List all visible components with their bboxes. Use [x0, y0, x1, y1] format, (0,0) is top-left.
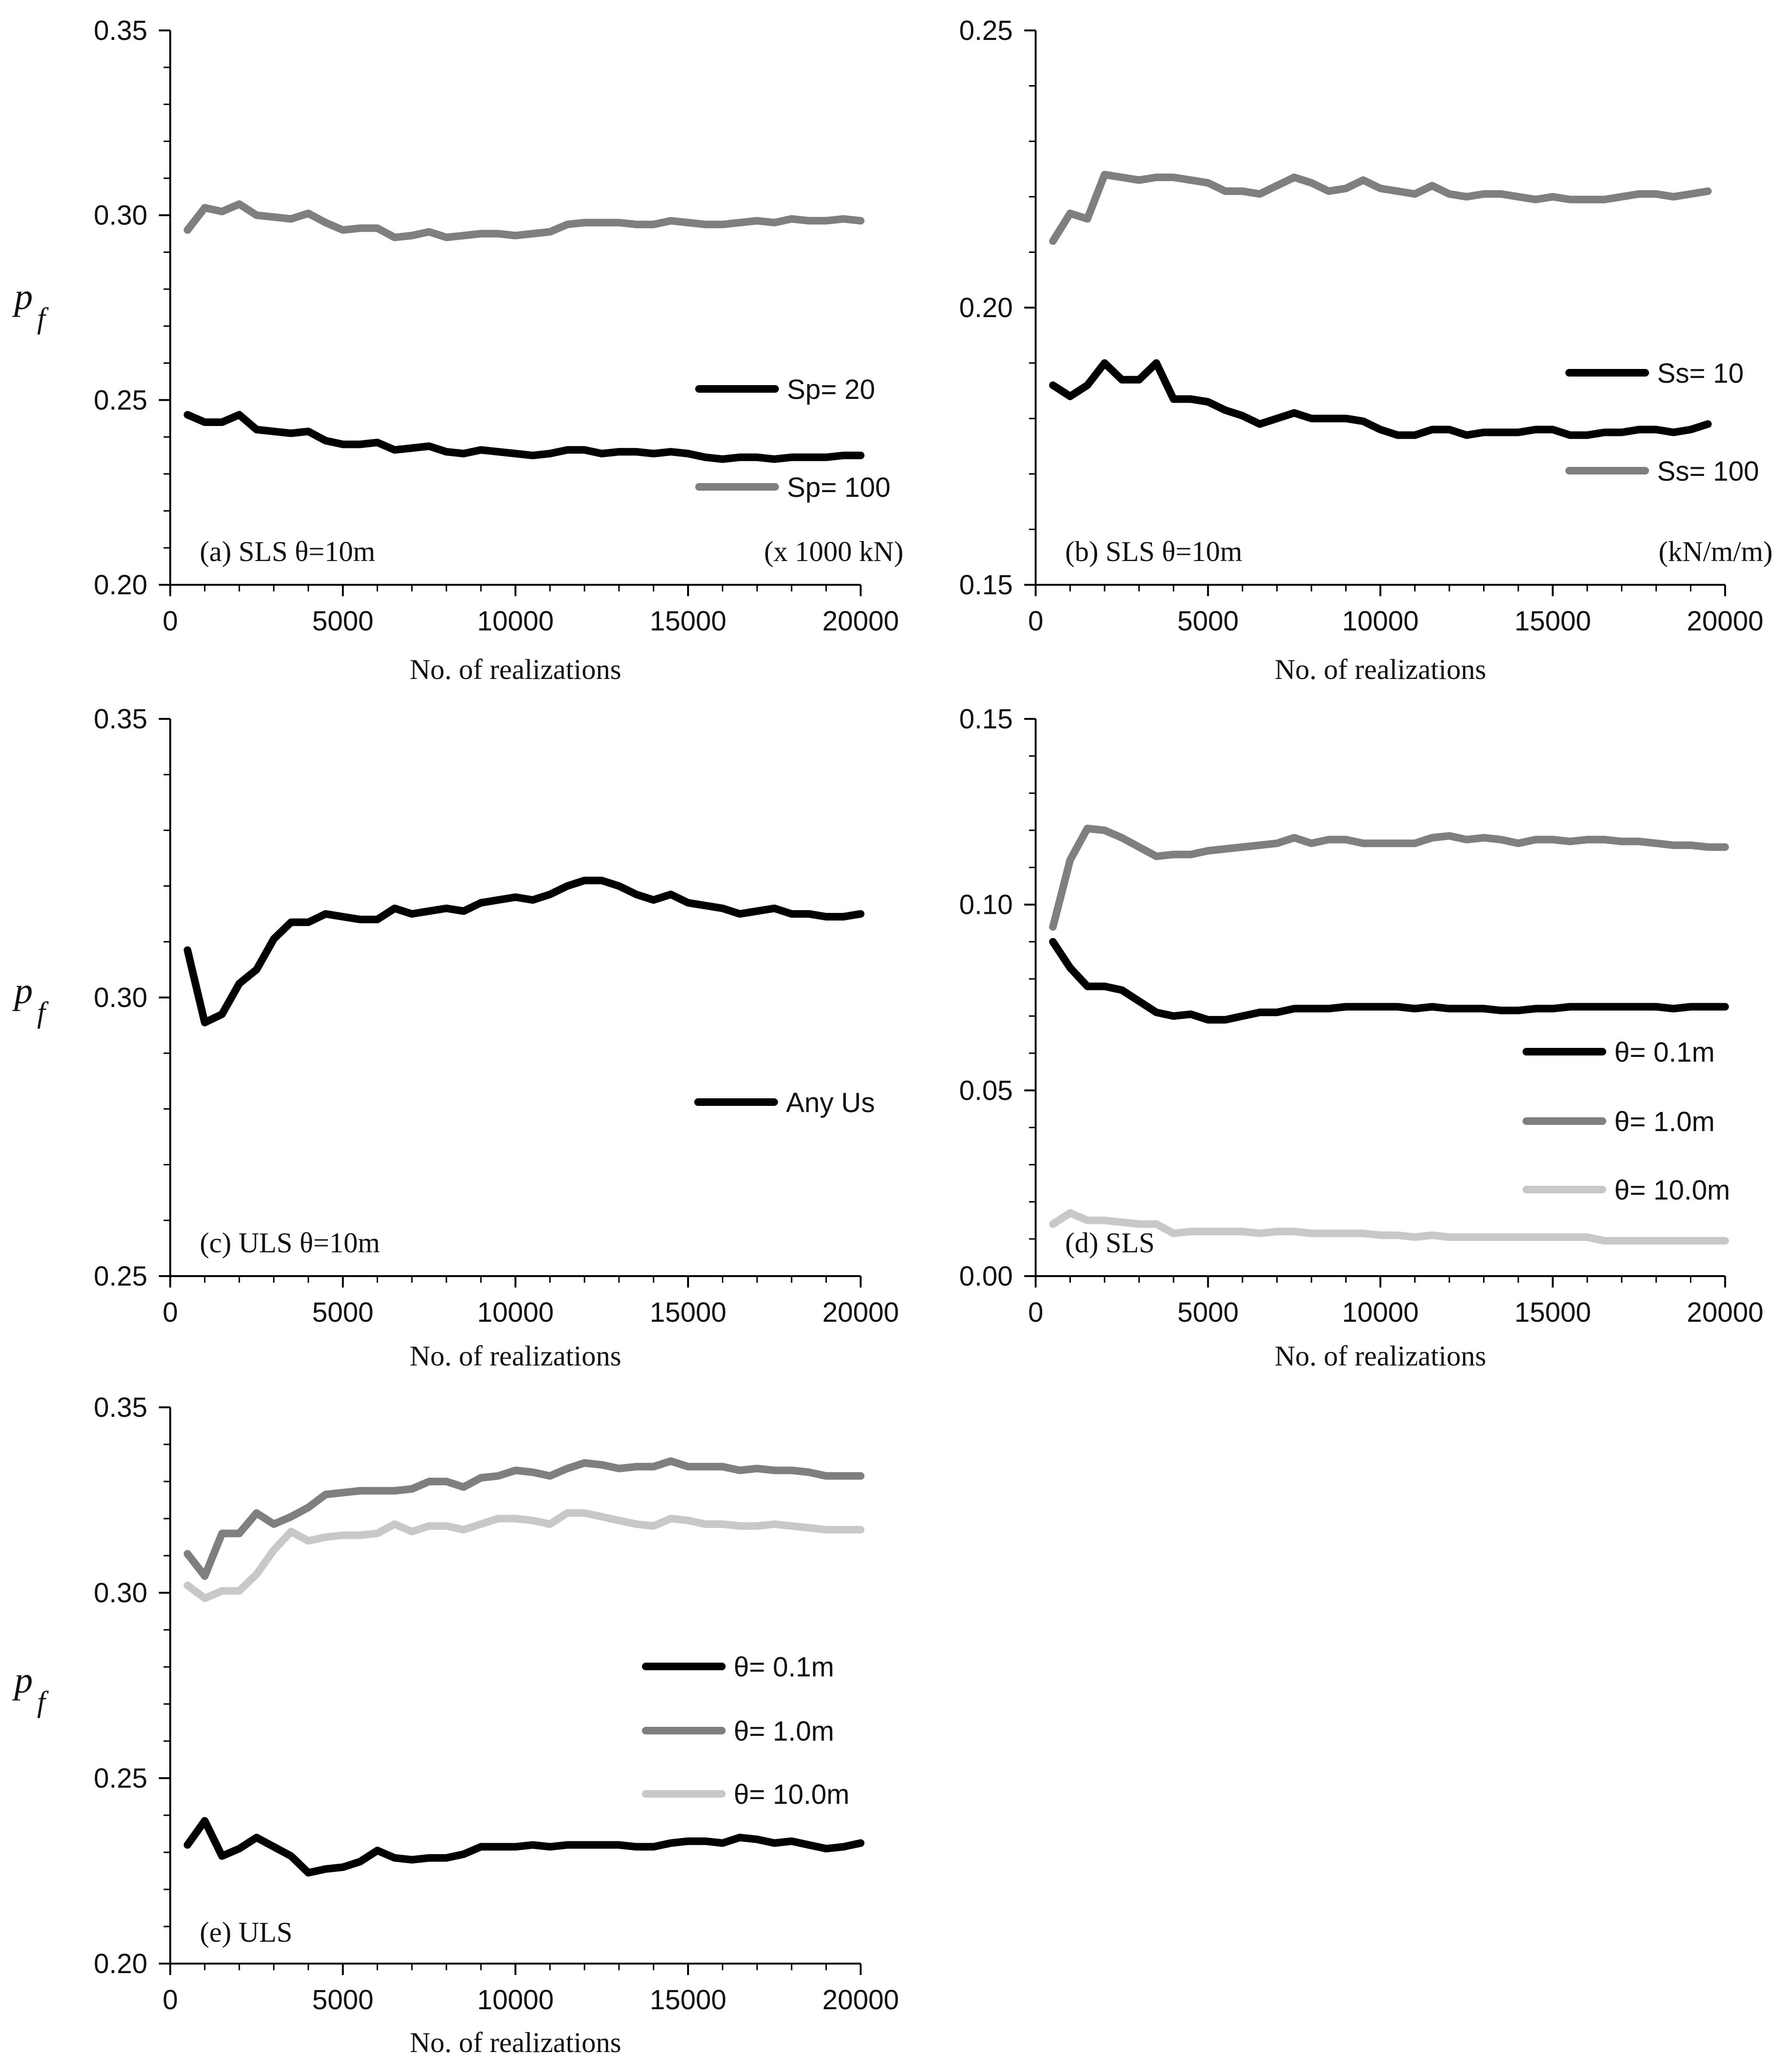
y-tick-label: 0.35 — [94, 15, 147, 46]
x-tick-label: 0 — [1028, 606, 1043, 637]
chart-panel-a: 0.20 0.25 0.30 0.35 0 5000 10000 15000 20000 Sp= … — [12, 15, 903, 685]
x-tick-label: 0 — [163, 1985, 178, 2015]
x-tick-label: 15000 — [1514, 606, 1591, 637]
x-tick-label: 5000 — [312, 606, 373, 637]
panel-label: (e) ULS — [200, 1917, 292, 1948]
x-tick-label: 5000 — [312, 1297, 373, 1328]
y-tick-label: 0.35 — [94, 704, 147, 735]
series-line-2 — [184, 1457, 864, 1580]
x-tick-label: 20000 — [1687, 1297, 1763, 1328]
legend-label: Ss= 10 — [1657, 358, 1744, 389]
x-axis-label: No. of realizations — [410, 1340, 621, 1372]
x-tick-label: 10000 — [477, 606, 553, 637]
x-tick-label: 20000 — [822, 606, 899, 637]
y-axis-label: p — [12, 970, 33, 1011]
series-line-3 — [1049, 1209, 1729, 1245]
y-tick-label: 0.30 — [94, 200, 147, 231]
legend-label: θ= 0.1m — [1614, 1037, 1715, 1068]
legend-label: θ= 10.0m — [1614, 1175, 1730, 1206]
y-tick-label: 0.20 — [94, 570, 147, 600]
legend-label: θ= 0.1m — [734, 1652, 834, 1683]
x-tick-label: 15000 — [650, 1297, 726, 1328]
series-line-2 — [1049, 171, 1712, 245]
x-tick-label: 20000 — [822, 1985, 899, 2015]
panel-label: (b) SLS θ=10m — [1065, 536, 1242, 567]
x-tick-label: 20000 — [1687, 606, 1763, 637]
x-tick-label: 0 — [1028, 1297, 1043, 1328]
x-tick-label: 10000 — [1342, 606, 1418, 637]
y-axis-label: p — [12, 276, 33, 317]
unit-note: (x 1000 kN) — [764, 536, 903, 567]
series-line-1 — [184, 411, 864, 463]
x-tick-label: 0 — [163, 606, 178, 637]
legend-label: Any Us — [786, 1087, 875, 1118]
x-tick-label: 15000 — [1514, 1297, 1591, 1328]
chart-panel-c: 0.25 0.30 0.35 0 5000 10000 15000 20000 Any Us (c… — [12, 704, 899, 1372]
x-tick-label: 0 — [163, 1297, 178, 1328]
y-tick-label: 0.15 — [959, 570, 1013, 600]
y-tick-label: 0.20 — [94, 1948, 147, 1979]
x-tick-label: 5000 — [1177, 1297, 1239, 1328]
y-tick-label: 0.05 — [959, 1075, 1013, 1106]
panel-label: (d) SLS — [1065, 1227, 1155, 1259]
legend-label: θ= 1.0m — [1614, 1106, 1715, 1137]
legend-label: θ= 10.0m — [734, 1779, 849, 1810]
series-line-2 — [1049, 824, 1729, 931]
series-line-1 — [1049, 359, 1712, 439]
series-line-1 — [184, 1817, 864, 1877]
chart-panel-d: 0.00 0.05 0.10 0.15 0 5000 10000 15000 20000 θ= 0… — [959, 704, 1764, 1372]
legend-label: Sp= 20 — [787, 374, 875, 405]
y-tick-label: 0.25 — [94, 1763, 147, 1794]
legend-label: Sp= 100 — [787, 472, 891, 503]
unit-note: (kN/m/m) — [1659, 536, 1773, 567]
x-tick-label: 15000 — [650, 606, 726, 637]
legend-label: Ss= 100 — [1657, 456, 1759, 487]
y-tick-label: 0.25 — [94, 1261, 147, 1292]
x-tick-label: 15000 — [650, 1985, 726, 2015]
x-axis-label: No. of realizations — [410, 654, 621, 685]
x-tick-label: 10000 — [477, 1297, 553, 1328]
y-tick-label: 0.00 — [959, 1261, 1013, 1292]
x-tick-label: 20000 — [822, 1297, 899, 1328]
y-tick-label: 0.10 — [959, 890, 1013, 920]
x-axis-label: No. of realizations — [1275, 654, 1486, 685]
x-axis-label: No. of realizations — [410, 2027, 621, 2058]
x-tick-label: 5000 — [312, 1985, 373, 2015]
y-tick-label: 0.35 — [94, 1392, 147, 1423]
legend-label: θ= 1.0m — [734, 1716, 834, 1747]
y-tick-label: 0.20 — [959, 292, 1013, 323]
series-line-1 — [1049, 938, 1729, 1024]
chart-panel-b: 0.15 0.20 0.25 0 5000 10000 15000 20000 Ss= 10 Ss… — [959, 15, 1773, 685]
x-axis-label: No. of realizations — [1275, 1340, 1486, 1372]
chart-panel-e: 0.20 0.25 0.30 0.35 0 5000 10000 15000 20000 θ= 0… — [12, 1392, 899, 2058]
x-tick-label: 10000 — [1342, 1297, 1418, 1328]
y-tick-label: 0.25 — [959, 15, 1013, 46]
panel-label: (c) ULS θ=10m — [200, 1227, 380, 1259]
y-axis-label: p — [12, 1659, 33, 1701]
series-line-2 — [184, 200, 864, 242]
x-tick-label: 10000 — [477, 1985, 553, 2015]
y-tick-label: 0.15 — [959, 704, 1013, 735]
x-tick-label: 5000 — [1177, 606, 1239, 637]
y-tick-label: 0.30 — [94, 1578, 147, 1608]
series-line-1 — [184, 876, 864, 1026]
y-tick-label: 0.30 — [94, 982, 147, 1013]
y-tick-label: 0.25 — [94, 385, 147, 416]
series-line-3 — [184, 1509, 864, 1602]
panel-label: (a) SLS θ=10m — [200, 536, 375, 567]
